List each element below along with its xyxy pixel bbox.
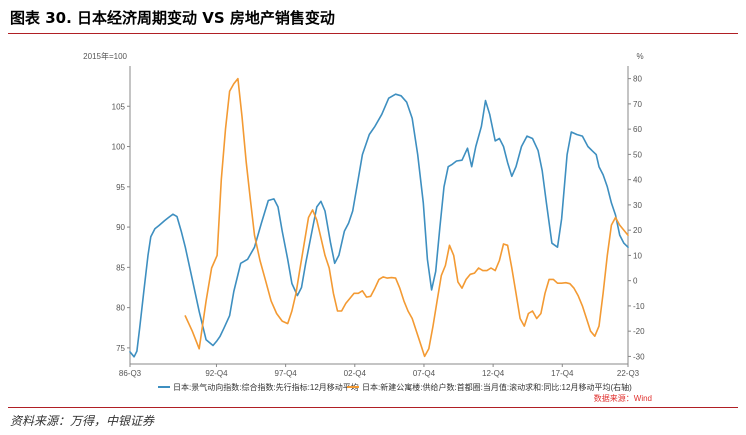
legend-label-orange: 日本:新建公寓楼:供给户数:首都圈:当月值:滚动求和:同比:12月移动平均(右轴… (362, 382, 632, 392)
left-axis-unit: 2015年=100 (83, 51, 127, 61)
left-tick-label: 85 (116, 263, 125, 272)
left-tick-label: 80 (116, 304, 125, 313)
right-axis-ticks: -30 -20 -10 0 10 20 30 40 50 60 70 80 (628, 75, 645, 361)
right-tick-label: -10 (633, 302, 645, 311)
series-line-leading-index (129, 93, 629, 358)
x-tick-label: 97-Q4 (275, 369, 298, 378)
left-tick-label: 90 (116, 223, 125, 232)
left-axis-ticks: 75 80 85 90 95 100 105 (112, 102, 130, 353)
title-rule (8, 33, 738, 34)
x-tick-label: 17-Q4 (551, 369, 574, 378)
x-axis-ticks: 86-Q3 92-Q4 97-Q4 02-Q4 07-Q4 12-Q4 17-Q4 22-Q3 (119, 364, 640, 378)
legend-label-blue: 日本:景气动向指数:综合指数:先行指标:12月移动平均 (173, 382, 359, 392)
figure-source: 资料来源：万得，中银证券 (10, 414, 155, 428)
right-tick-label: 0 (633, 277, 638, 286)
source-rule (8, 407, 738, 408)
right-tick-label: 80 (633, 75, 642, 84)
left-tick-label: 95 (116, 183, 125, 192)
right-axis-unit: % (636, 52, 643, 61)
right-tick-label: -20 (633, 327, 645, 336)
series-lines (129, 77, 629, 358)
x-tick-label: 86-Q3 (119, 369, 142, 378)
x-tick-label: 92-Q4 (205, 369, 228, 378)
right-tick-label: 70 (633, 100, 642, 109)
x-tick-label: 07-Q4 (413, 369, 436, 378)
right-tick-label: 40 (633, 176, 642, 185)
right-tick-label: -30 (633, 352, 645, 361)
x-tick-label: 02-Q4 (344, 369, 367, 378)
left-tick-label: 100 (112, 143, 126, 152)
series-line-condo-supply-yoy (184, 77, 629, 358)
right-tick-label: 10 (633, 251, 642, 260)
right-tick-label: 20 (633, 226, 642, 235)
right-tick-label: 60 (633, 125, 642, 134)
data-source-note: 数据来源：Wind (594, 393, 652, 403)
left-tick-label: 75 (116, 344, 125, 353)
left-tick-label: 105 (112, 102, 126, 111)
x-tick-label: 22-Q3 (617, 369, 640, 378)
x-tick-label: 12-Q4 (482, 369, 505, 378)
figure-title: 图表 30. 日本经济周期变动 VS 房地产销售变动 (10, 9, 335, 27)
right-tick-label: 50 (633, 150, 642, 159)
right-tick-label: 30 (633, 201, 642, 210)
